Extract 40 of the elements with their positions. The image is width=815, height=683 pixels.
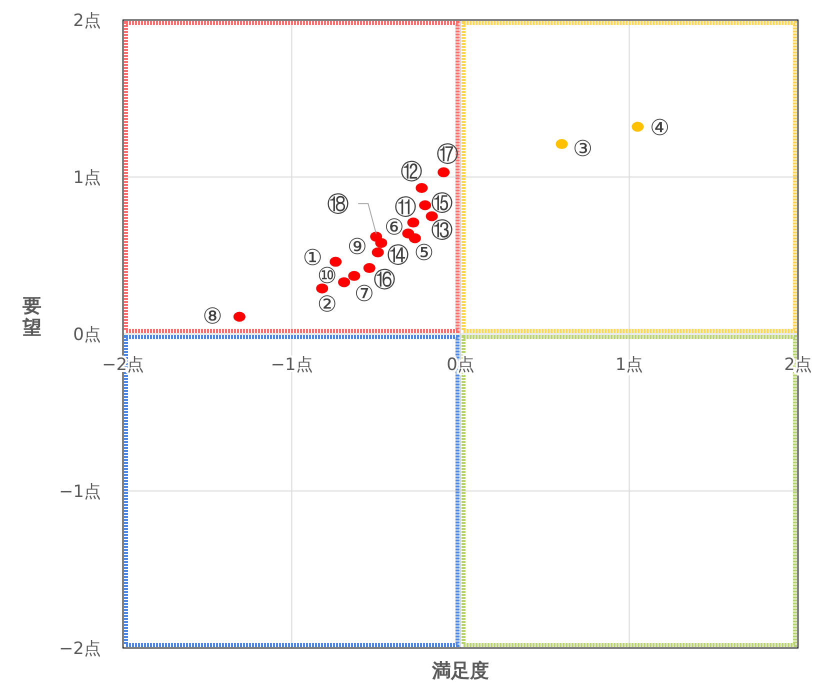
annotation: ⑫ — [400, 160, 423, 185]
annotation: ⑤ — [414, 241, 434, 266]
y-tick-label: 2点 — [73, 11, 101, 31]
y-tick-label: 1点 — [73, 168, 101, 188]
annotation: ⑨ — [347, 234, 368, 260]
point — [416, 182, 428, 193]
annotation: ⑯ — [373, 268, 396, 294]
y-axis-title: 要望 — [22, 295, 42, 339]
y-tick-label: 0点 — [73, 325, 101, 345]
point — [348, 270, 360, 281]
x-tick-label: 0点 — [446, 355, 474, 375]
annotation: ⑧ — [202, 304, 222, 330]
x-axis-title: 満足度 — [431, 660, 489, 682]
point — [372, 247, 384, 258]
annotation: ③ — [572, 137, 593, 162]
annotation: ⑭ — [386, 243, 409, 268]
point — [438, 167, 450, 178]
annotation: ⑬ — [430, 218, 453, 244]
annotation: ⑱ — [327, 192, 350, 218]
point — [419, 200, 432, 210]
point — [370, 232, 382, 242]
annotation: ② — [317, 292, 337, 318]
point — [330, 256, 342, 267]
point — [556, 139, 568, 150]
y-tick-label: −2点 — [58, 639, 101, 659]
point — [338, 277, 350, 288]
annotation: ④ — [650, 116, 670, 141]
point — [363, 263, 376, 274]
x-tick-label: 1点 — [615, 355, 644, 375]
annotation: ⑰ — [436, 142, 459, 168]
annotation: ⑩ — [317, 264, 337, 290]
point — [233, 312, 246, 322]
point — [316, 283, 328, 294]
point — [402, 228, 414, 239]
point — [407, 218, 420, 228]
annotation: ⑦ — [354, 282, 374, 307]
point — [632, 122, 644, 132]
x-tick-label: −1点 — [270, 355, 313, 375]
annotation: ⑮ — [431, 191, 454, 216]
y-tick-label: −1点 — [58, 482, 101, 502]
